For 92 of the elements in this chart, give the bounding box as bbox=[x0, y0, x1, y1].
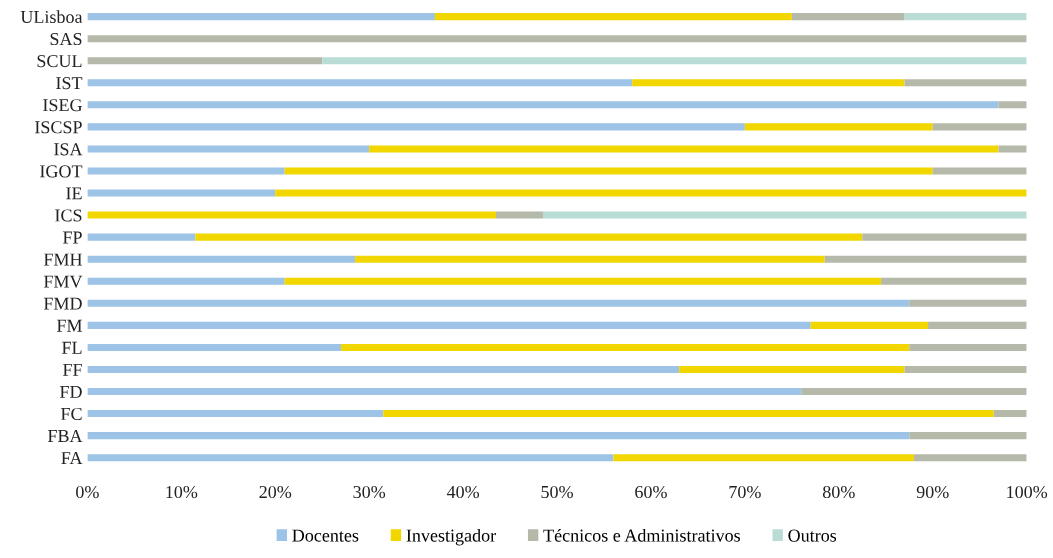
bar bbox=[909, 343, 1027, 351]
bar bbox=[87, 432, 910, 440]
y-tick-label: SCUL bbox=[37, 55, 82, 68]
bar bbox=[928, 321, 1027, 329]
bar bbox=[284, 277, 882, 285]
bar bbox=[87, 299, 910, 307]
bar bbox=[275, 189, 1027, 197]
y-tick-label: FBA bbox=[47, 429, 83, 442]
x-tick-label: 70% bbox=[729, 485, 761, 499]
x-tick-label: 40% bbox=[446, 485, 480, 499]
bar bbox=[913, 454, 1027, 462]
y-tick-label: FM bbox=[56, 319, 83, 332]
y-tick-label: FMD bbox=[43, 297, 82, 310]
bar bbox=[87, 101, 999, 109]
bar bbox=[87, 321, 811, 329]
bar bbox=[87, 410, 384, 418]
bar bbox=[341, 343, 910, 351]
y-tick-label: ISA bbox=[54, 143, 83, 156]
x-tick-label: 80% bbox=[822, 485, 855, 499]
bar bbox=[355, 255, 825, 263]
bar bbox=[613, 454, 914, 462]
bar bbox=[909, 299, 1027, 307]
bar bbox=[998, 101, 1027, 109]
bar bbox=[87, 277, 285, 285]
y-tick-label: FMV bbox=[43, 275, 83, 288]
bar bbox=[383, 410, 994, 418]
y-tick-label: FMH bbox=[43, 253, 83, 266]
bar bbox=[87, 211, 496, 219]
bar bbox=[87, 343, 341, 351]
y-tick-label: FD bbox=[59, 385, 82, 398]
bar bbox=[998, 145, 1027, 153]
bar bbox=[87, 13, 435, 21]
y-tick-label: FP bbox=[62, 231, 82, 244]
x-tick-label: 100% bbox=[1007, 485, 1048, 499]
bar bbox=[881, 277, 1027, 285]
bar bbox=[909, 432, 1027, 440]
bar bbox=[801, 388, 1027, 396]
y-tick-label: ULisboa bbox=[20, 10, 83, 24]
y-tick-label: FL bbox=[61, 341, 82, 354]
bar bbox=[87, 35, 1027, 43]
bar bbox=[87, 167, 285, 175]
bar bbox=[87, 145, 370, 153]
y-tick-label: IGOT bbox=[40, 165, 83, 178]
y-tick-label: ISEG bbox=[43, 99, 82, 112]
y-tick-label: ISCSP bbox=[35, 121, 82, 134]
bar bbox=[369, 145, 999, 153]
bar bbox=[87, 255, 356, 263]
bar bbox=[932, 167, 1027, 175]
x-tick-label: 60% bbox=[635, 485, 667, 499]
bar bbox=[904, 365, 1027, 373]
x-tick-label: 20% bbox=[259, 485, 292, 499]
bar bbox=[87, 189, 276, 197]
y-tick-label: FF bbox=[62, 363, 82, 376]
x-tick-label: 0% bbox=[76, 485, 99, 499]
y-tick-label: FA bbox=[61, 452, 83, 464]
y-tick-label: IST bbox=[56, 77, 83, 90]
bar bbox=[904, 13, 1027, 21]
legend-label: Outros bbox=[788, 529, 837, 542]
bar bbox=[322, 57, 1027, 65]
bar bbox=[87, 57, 323, 65]
x-tick-label: 10% bbox=[166, 485, 198, 499]
legend-label: Investigador bbox=[406, 528, 496, 546]
y-tick-label: SAS bbox=[50, 32, 82, 46]
bar bbox=[87, 454, 614, 462]
bar bbox=[679, 365, 905, 373]
bar bbox=[195, 233, 863, 241]
legend-label: Técnicos e Administrativos bbox=[543, 528, 741, 542]
bar bbox=[87, 388, 802, 396]
bar bbox=[824, 255, 1027, 263]
y-tick-label: IE bbox=[66, 187, 82, 200]
bar bbox=[744, 123, 933, 131]
y-tick-label: ICS bbox=[55, 209, 82, 222]
bar bbox=[810, 321, 929, 329]
x-tick-label: 30% bbox=[353, 485, 386, 499]
bar bbox=[632, 79, 905, 87]
bar bbox=[932, 123, 1027, 131]
bar bbox=[791, 13, 905, 21]
bar bbox=[434, 13, 792, 21]
bar bbox=[87, 365, 680, 373]
y-tick-label: FC bbox=[60, 407, 82, 421]
bar bbox=[495, 211, 543, 219]
bar bbox=[862, 233, 1027, 241]
x-tick-label: 50% bbox=[541, 485, 573, 499]
legend-label: Docentes bbox=[292, 529, 359, 542]
bar bbox=[87, 233, 196, 241]
bar bbox=[87, 123, 745, 131]
bar bbox=[993, 410, 1027, 418]
x-tick-label: 90% bbox=[916, 485, 949, 499]
bar bbox=[87, 79, 633, 87]
bar bbox=[542, 211, 1027, 219]
bar bbox=[904, 79, 1027, 87]
bar bbox=[284, 167, 933, 175]
